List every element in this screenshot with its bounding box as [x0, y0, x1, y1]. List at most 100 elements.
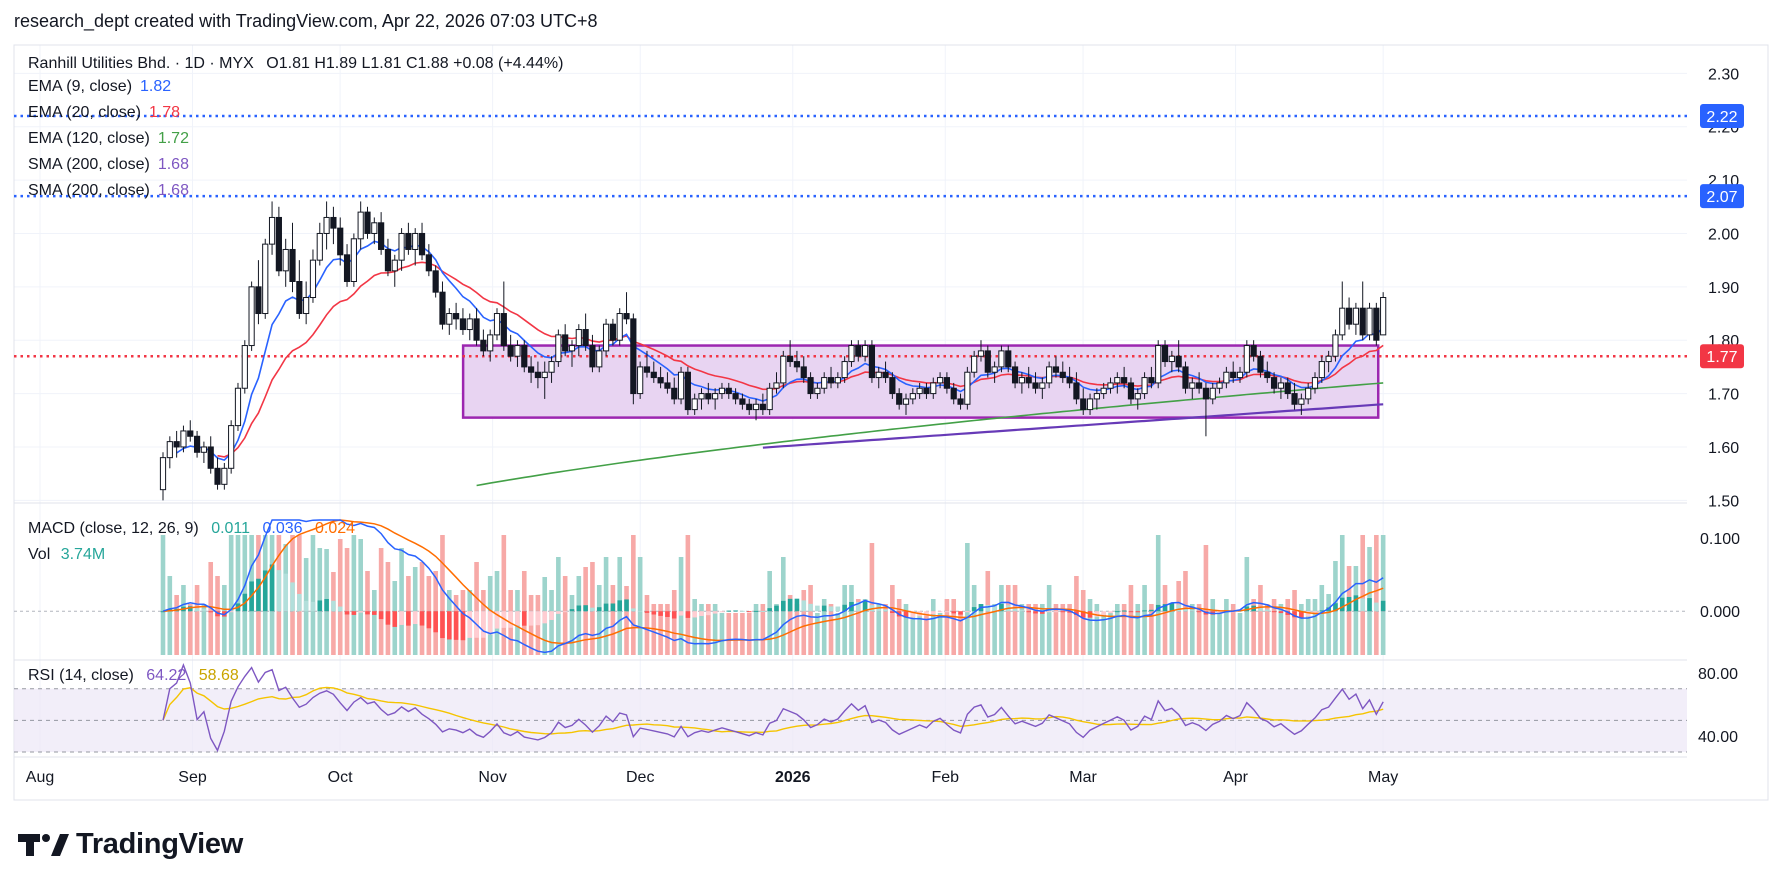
macd-histogram-bar [1271, 611, 1277, 613]
rsi-value-2: 58.68 [198, 667, 239, 684]
candle [787, 340, 794, 367]
volume-bar [1053, 604, 1059, 655]
legend-ohlc: O1.81 H1.89 L1.81 C1.88 +0.08 (+4.44%) [266, 55, 564, 72]
candle [1202, 382, 1210, 437]
candle [998, 345, 1005, 373]
macd-histogram-bar [1169, 603, 1175, 612]
macd-histogram-bar [194, 608, 200, 612]
macd-histogram-bar [767, 608, 772, 612]
macd-histogram-bar [733, 610, 738, 612]
macd-histogram-bar [317, 600, 323, 612]
candle-body [930, 382, 937, 395]
candle [780, 350, 787, 389]
candle-body [677, 371, 685, 400]
volume-bar [1033, 604, 1038, 655]
candle-body [173, 441, 180, 448]
candle [1380, 292, 1387, 336]
candle [459, 308, 467, 335]
volume-bar [746, 613, 752, 655]
macd-histogram-bar [351, 611, 357, 615]
volume-bar [665, 604, 670, 655]
candle [1059, 361, 1066, 383]
legend-item-3[interactable]: SMA (200, close) 1.68 [28, 156, 189, 174]
candle [943, 372, 951, 394]
volume-bar [910, 613, 916, 655]
volume-bar [999, 585, 1004, 655]
candle [493, 308, 501, 341]
candle [234, 382, 242, 431]
candle [1093, 388, 1100, 410]
candle-body [807, 377, 814, 395]
candle-body [977, 350, 985, 357]
candle [357, 201, 364, 250]
volume-bar [753, 604, 759, 655]
macd-histogram-bar [542, 611, 548, 624]
macd-tick-label: 0.100 [1700, 531, 1740, 548]
candle [1025, 366, 1032, 389]
legend-item-0[interactable]: EMA (9, close) 1.82 [28, 78, 171, 96]
macd-histogram-bar [1087, 611, 1093, 618]
candle [207, 436, 214, 474]
macd-histogram-bar [467, 611, 473, 638]
volume-bar [712, 604, 718, 655]
candle-body [780, 355, 787, 384]
volume-bar [399, 548, 404, 655]
volume-bar [385, 562, 391, 655]
legend-item-label: EMA (20, close) [28, 104, 141, 121]
rsi-ma-line [162, 686, 1384, 735]
candle [1345, 297, 1353, 330]
volume-bar [201, 604, 207, 655]
macd-histogram-bar [1189, 610, 1195, 612]
volume-bar [978, 604, 984, 655]
candle [187, 420, 194, 442]
macd-histogram-bar [910, 611, 916, 618]
candle-body [1250, 345, 1257, 357]
legend-item-1[interactable]: EMA (20, close) 1.78 [28, 104, 180, 122]
macd-histogram-bar [658, 611, 663, 616]
macd-histogram-bar [569, 609, 575, 612]
volume-bar [917, 613, 922, 655]
candle-body [1189, 382, 1196, 389]
x-tick-label: Mar [1069, 769, 1097, 786]
candle [1161, 340, 1169, 367]
candle [289, 222, 296, 293]
candle [193, 430, 201, 458]
candle-body [1080, 398, 1087, 411]
legend-item-label: SMA (200, close) [28, 182, 150, 199]
candle-body [827, 377, 835, 384]
volume-bar [855, 599, 861, 655]
volume-bar [1142, 585, 1147, 655]
candle [984, 345, 991, 378]
candle [800, 356, 807, 383]
price-tick-label: 1.50 [1708, 493, 1739, 510]
macd-histogram-bar [1353, 595, 1359, 612]
volume-bar [937, 613, 943, 655]
candle [602, 318, 610, 357]
candle-body [412, 232, 419, 250]
price-tag-label: 2.22 [1706, 109, 1737, 126]
brand-logo[interactable]: TradingView [18, 828, 243, 861]
candle-body [1243, 345, 1250, 373]
volume-bar [358, 539, 363, 655]
vol-legend: Vol 3.74M [28, 546, 105, 564]
macd-histogram-bar [1183, 608, 1188, 612]
macd-histogram-bar [228, 611, 234, 613]
candle-body [303, 297, 310, 315]
candle-body [957, 398, 964, 405]
candle [589, 334, 596, 373]
candle [936, 372, 944, 389]
price-tag-label: 1.77 [1706, 349, 1737, 366]
candle [1114, 372, 1121, 394]
macd-histogram-bar [590, 607, 595, 612]
chart-frame [13, 44, 1769, 801]
candle [664, 372, 671, 394]
candle-body [725, 387, 732, 395]
macd-histogram-bar [297, 593, 302, 612]
legend-item-2[interactable]: EMA (120, close) 1.72 [28, 130, 189, 148]
candle [1086, 393, 1094, 415]
candle-body [664, 382, 671, 389]
legend-item-4[interactable]: SMA (200, close) 1.68 [28, 182, 189, 200]
macd-histogram-bar [324, 598, 329, 612]
tradingview-logo-icon [18, 833, 69, 856]
